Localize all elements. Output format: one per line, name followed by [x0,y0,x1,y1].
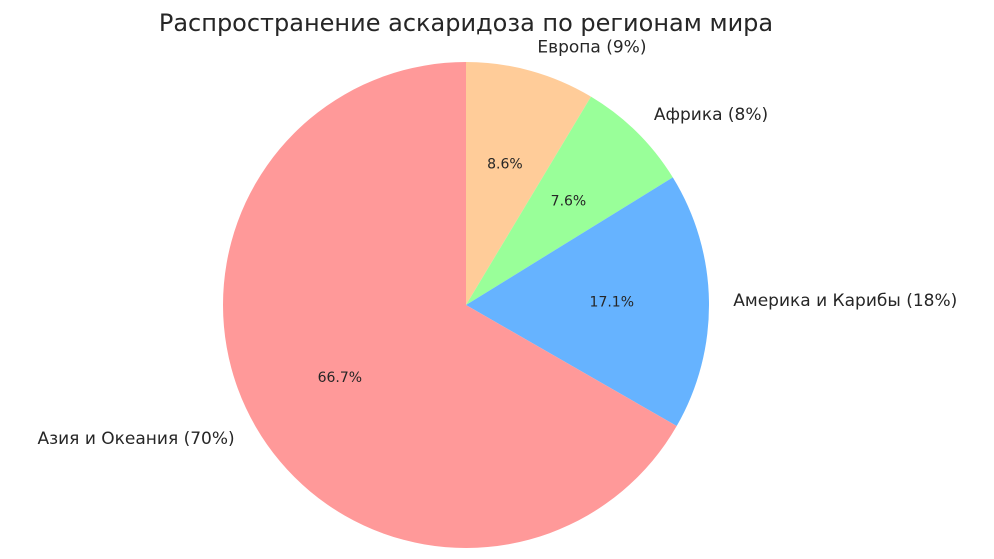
slice-percent-label-0: 8.6% [487,156,523,172]
pie-slices [223,62,710,548]
pie-slice-2 [466,177,710,427]
slice-label-1: Африка (8%) [654,105,768,125]
slice-percent-label-2: 17.1% [590,295,634,311]
slice-percent-label-3: 66.7% [318,370,362,386]
slice-percent-label-1: 7.6% [551,193,587,209]
slice-label-3: Азия и Океания (70%) [37,429,234,449]
pie-slice-1 [466,96,673,305]
pie-slice-3 [223,62,677,548]
chart-title: Распространение аскаридоза по регионам м… [159,9,773,37]
slice-label-2: Америка и Карибы (18%) [733,291,957,311]
pie-slice-0 [466,62,592,305]
pie-labels: Европа (9%) 8.6% Африка (8%) 7.6% Америка и … [37,37,957,448]
slice-label-0: Европа (9%) [537,37,646,57]
